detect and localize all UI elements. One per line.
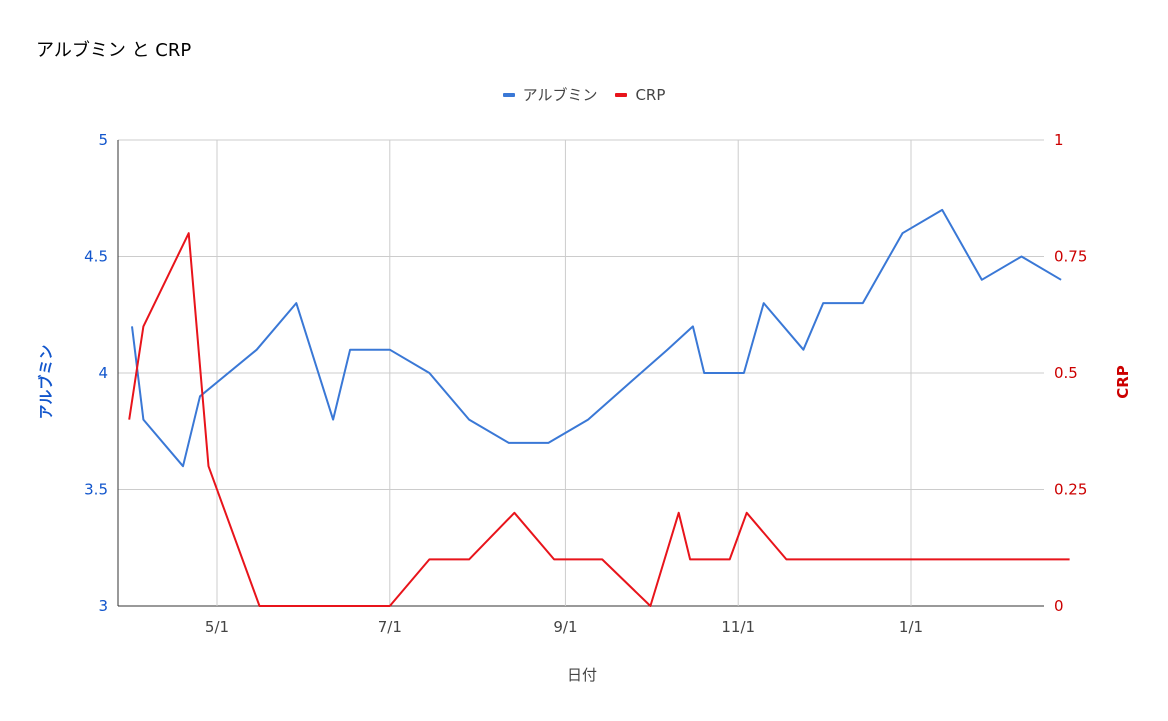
x-tick-label: 11/1 (721, 618, 755, 636)
y-right-tick-label: 0.25 (1054, 481, 1087, 499)
y-left-tick-label: 4.5 (84, 248, 108, 266)
y-left-tick-label: 3 (98, 597, 108, 615)
left-axis-title: アルブミン (37, 345, 55, 420)
legend: アルブミン CRP (0, 84, 1168, 105)
y-right-tick-label: 0 (1054, 597, 1064, 615)
chart-title: アルブミン と CRP (36, 40, 192, 61)
x-tick-label: 7/1 (378, 618, 402, 636)
grid-lines (117, 139, 1044, 607)
legend-label-albumin: アルブミン (522, 86, 598, 104)
tick-labels: 3 3.5 4 4.5 5 0 0.25 0.5 0.75 1 5/1 7/1 9/1 11/1 1/1 (84, 131, 1087, 636)
y-left-tick-label: 5 (98, 131, 108, 149)
y-left-tick-label: 3.5 (84, 481, 108, 499)
legend-label-crp: CRP (635, 85, 666, 104)
legend-item-crp[interactable]: CRP (615, 84, 665, 105)
x-tick-label: 1/1 (899, 618, 923, 636)
legend-swatch-albumin (502, 92, 515, 97)
y-right-tick-label: 0.5 (1054, 364, 1078, 382)
y-right-tick-label: 0.75 (1054, 248, 1087, 266)
x-tick-label: 9/1 (553, 618, 577, 636)
y-left-tick-label: 4 (98, 364, 108, 382)
legend-item-albumin[interactable]: アルブミン (502, 84, 598, 105)
y-right-tick-label: 1 (1054, 131, 1064, 149)
legend-swatch-crp (615, 92, 628, 97)
right-axis-title: CRP (1114, 365, 1132, 399)
albumin-line (131, 208, 1062, 468)
x-axis-title: 日付 (567, 666, 597, 684)
crp-line (128, 232, 1070, 607)
x-tick-label: 5/1 (205, 618, 229, 636)
series-lines (128, 208, 1070, 607)
